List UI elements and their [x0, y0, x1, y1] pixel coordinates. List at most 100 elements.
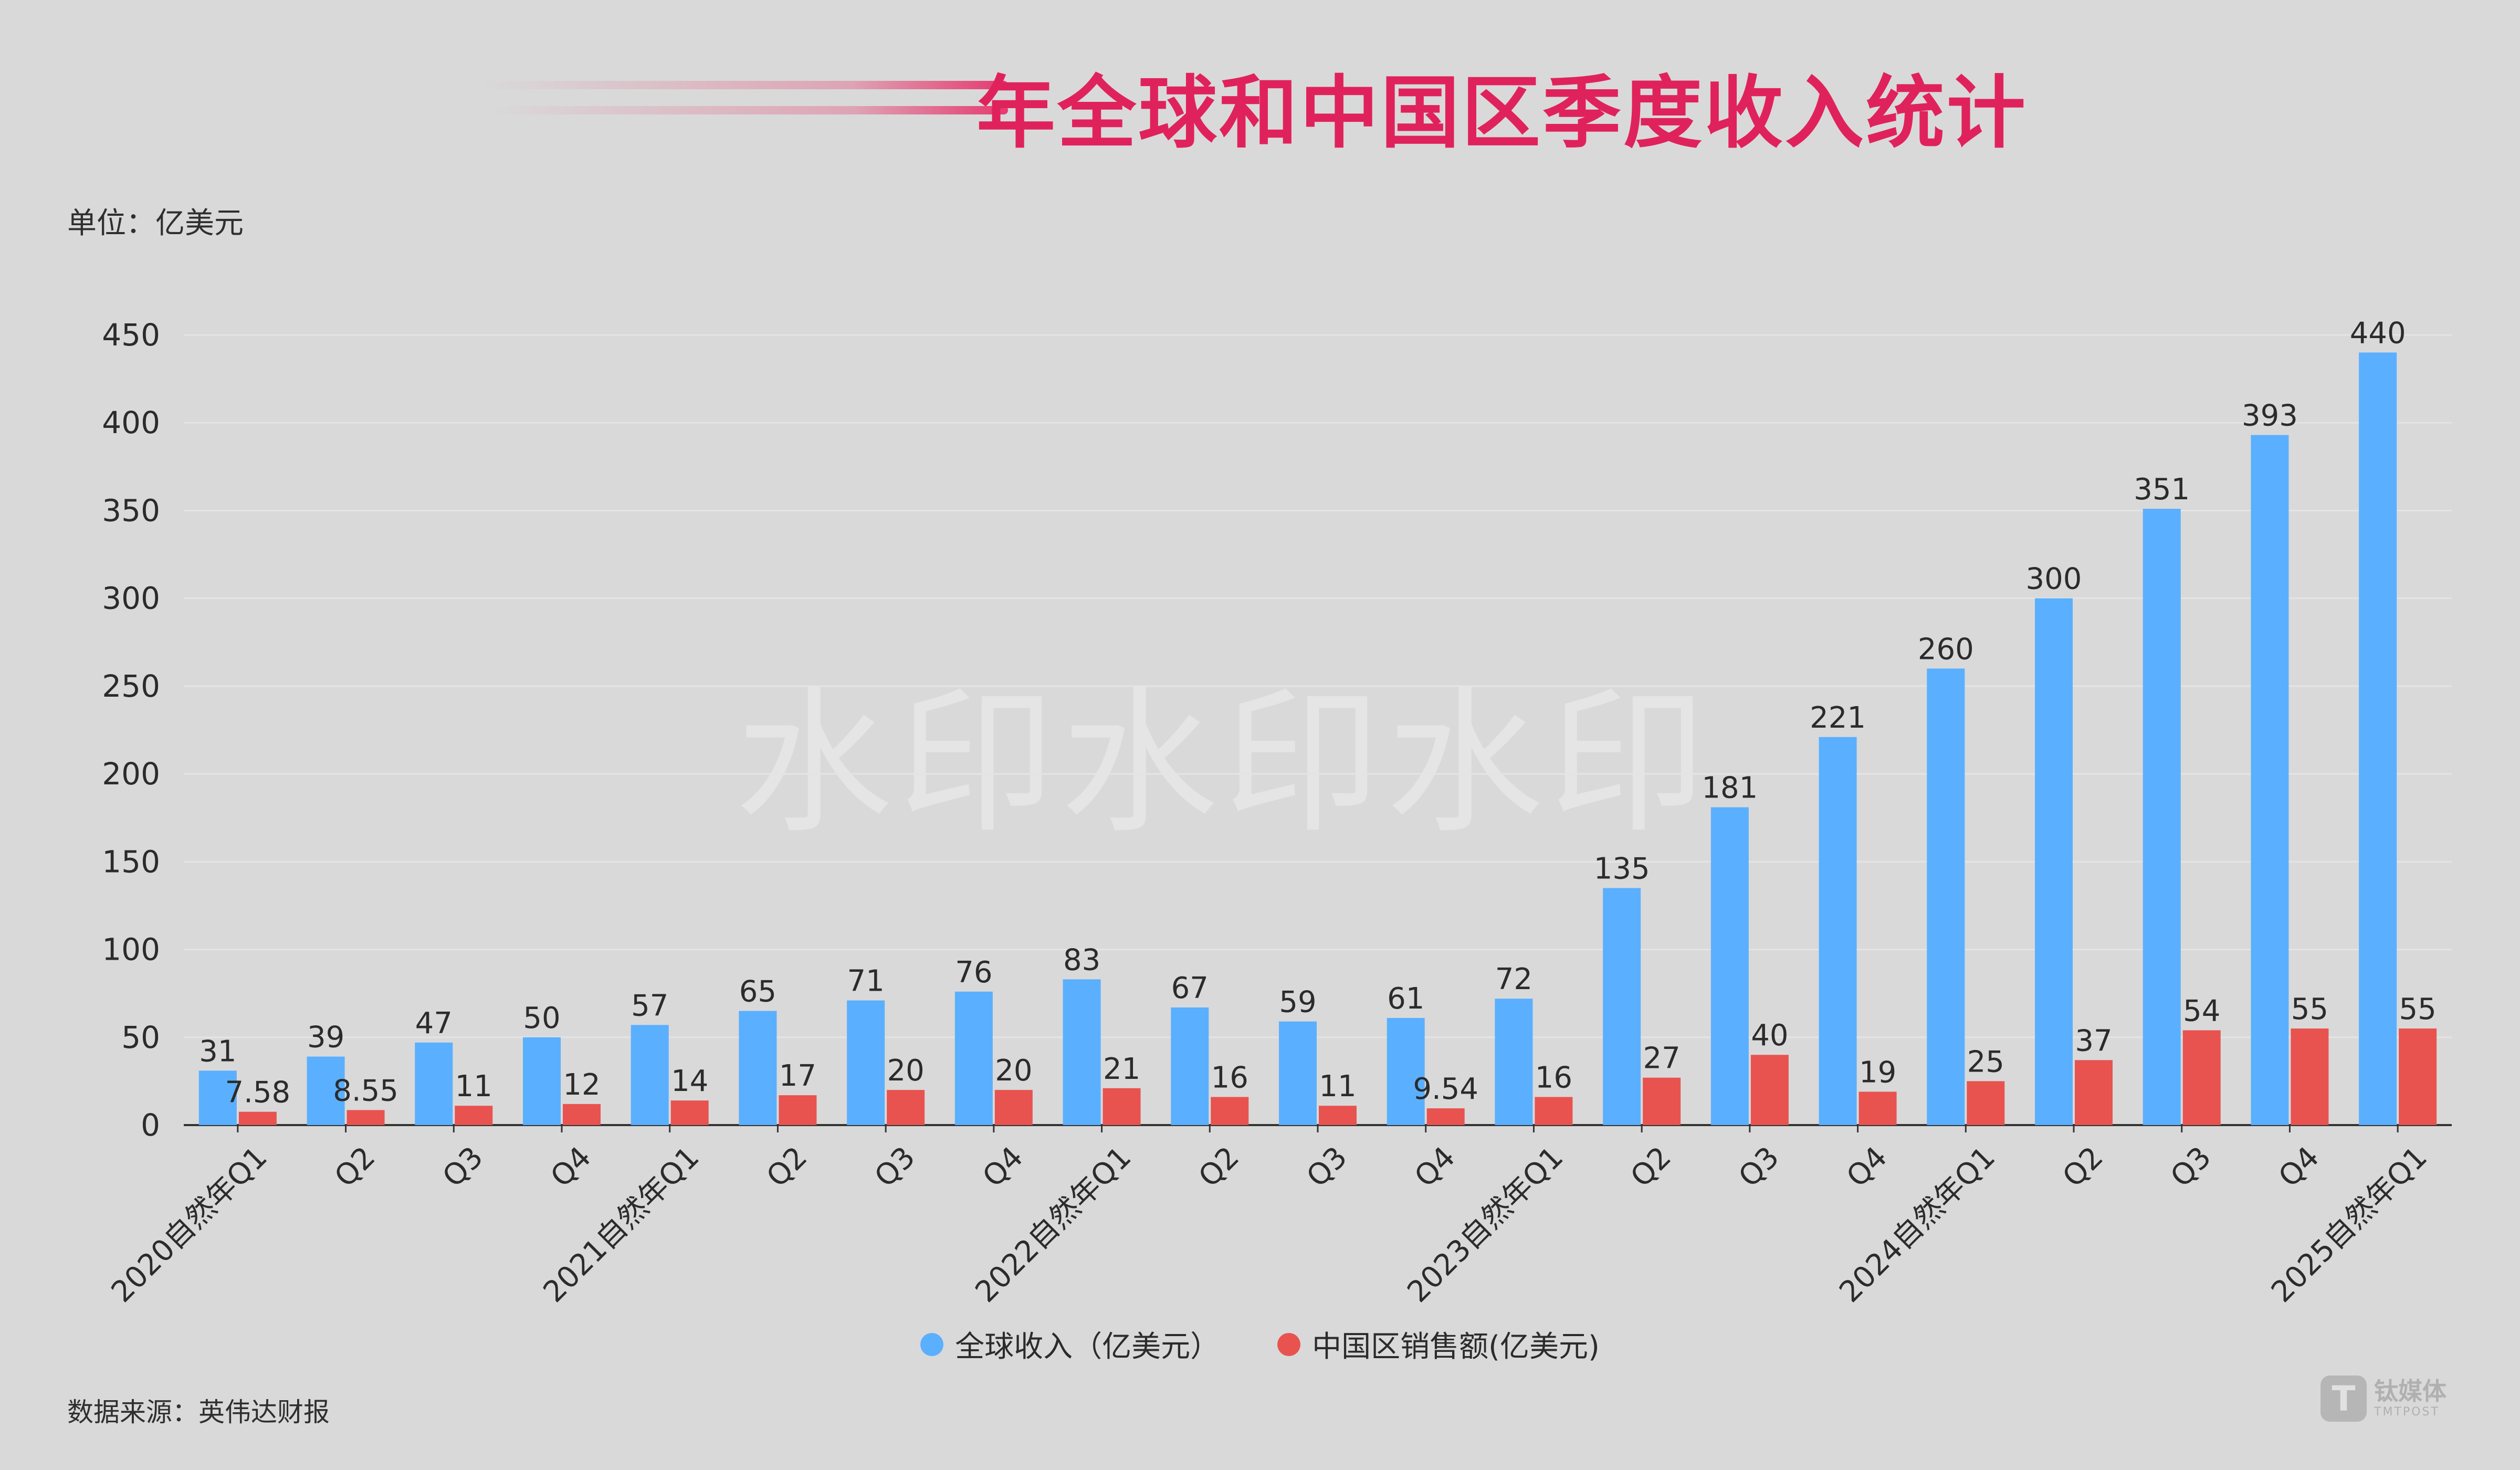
bar-china [346, 1110, 385, 1125]
y-tick-label: 50 [121, 1020, 160, 1055]
data-label-china: 16 [1211, 1060, 1248, 1095]
y-tick-label: 200 [102, 756, 160, 792]
data-label-china: 14 [671, 1064, 708, 1098]
x-tick-label: Q2 [760, 1140, 814, 1194]
data-label-china: 17 [779, 1059, 816, 1093]
tmtpost-logo: T 钛媒体 TMTPOST [2320, 1376, 2446, 1422]
x-tick-label: Q4 [976, 1140, 1030, 1194]
legend-swatch-china [1277, 1332, 1301, 1356]
data-label-china: 55 [2399, 992, 2437, 1026]
data-label-china: 20 [995, 1054, 1032, 1088]
bar-china [2182, 1030, 2221, 1125]
y-tick-label: 250 [102, 668, 160, 704]
data-label-global: 59 [1279, 985, 1316, 1020]
data-label-global: 31 [199, 1034, 236, 1068]
legend-item-china: 中国区销售额(亿美元) [1277, 1323, 1600, 1366]
data-label-global: 351 [2134, 472, 2190, 507]
bar-china [1750, 1055, 1789, 1125]
bar-global [954, 991, 993, 1125]
data-label-global: 39 [307, 1021, 344, 1055]
legend-item-global: 全球收入（亿美元） [920, 1323, 1220, 1366]
y-tick-label: 0 [141, 1107, 160, 1143]
data-label-china: 7.58 [225, 1076, 291, 1110]
data-label-china: 21 [1103, 1052, 1140, 1086]
data-label-global: 300 [2026, 562, 2082, 596]
bar-china [670, 1100, 709, 1125]
x-tick-label: Q3 [2164, 1140, 2218, 1194]
bar-global [2143, 509, 2181, 1125]
data-label-china: 20 [887, 1054, 925, 1088]
bar-global [1495, 999, 1533, 1125]
bar-global [1710, 807, 1749, 1125]
data-label-china: 19 [1859, 1055, 1896, 1089]
data-label-global: 260 [1918, 632, 1974, 666]
x-tick-label: Q4 [544, 1140, 597, 1194]
logo-mark-icon: T [2320, 1376, 2367, 1422]
data-label-global: 83 [1063, 943, 1100, 977]
bar-china [1426, 1108, 1465, 1125]
unit-label: 单位：亿美元 [67, 206, 244, 240]
logo-text: 钛媒体 TMTPOST [2374, 1379, 2446, 1418]
data-label-global: 65 [739, 975, 776, 1009]
bar-global [2359, 352, 2397, 1125]
x-tick-label: Q3 [1732, 1140, 1786, 1194]
bar-global [2035, 598, 2073, 1125]
bar-china [1967, 1081, 2005, 1125]
data-label-global: 393 [2242, 399, 2298, 433]
x-tick-label: Q2 [328, 1140, 382, 1194]
bar-china [563, 1104, 601, 1125]
data-label-china: 55 [2291, 992, 2328, 1026]
bar-global [739, 1011, 777, 1125]
data-label-china: 25 [1967, 1045, 2004, 1079]
data-label-china: 12 [563, 1068, 600, 1102]
data-label-china: 16 [1535, 1060, 1572, 1095]
x-tick-label: Q2 [1624, 1140, 1678, 1194]
bar-global [1387, 1017, 1425, 1125]
y-tick-label: 150 [102, 844, 160, 879]
legend: 全球收入（亿美元） 中国区销售额(亿美元) [0, 1323, 2520, 1366]
bar-china [1643, 1077, 1681, 1125]
y-tick-label: 100 [102, 932, 160, 968]
bar-global [847, 1000, 885, 1125]
bar-global [523, 1037, 561, 1125]
x-tick-label: Q3 [436, 1140, 490, 1194]
x-tick-label: Q2 [2056, 1140, 2109, 1194]
bar-global [631, 1025, 669, 1125]
x-tick-label: 2020自然年Q1 [105, 1140, 274, 1309]
title-decoration-line [483, 81, 1008, 89]
bar-global [198, 1070, 237, 1125]
data-label-global: 67 [1171, 971, 1209, 1005]
bar-china [2291, 1028, 2329, 1125]
bar-china [1319, 1106, 1357, 1125]
bar-china [1102, 1088, 1141, 1125]
bar-china [994, 1090, 1033, 1125]
data-label-china: 27 [1643, 1042, 1681, 1076]
logo-text-cn: 钛媒体 [2374, 1377, 2446, 1405]
x-tick-label: Q4 [2272, 1140, 2326, 1194]
data-label-global: 135 [1594, 852, 1650, 886]
x-tick-label: Q2 [1192, 1140, 1246, 1194]
bar-china [1211, 1097, 1249, 1125]
logo-text-en: TMTPOST [2374, 1405, 2440, 1419]
data-label-global: 72 [1495, 962, 1532, 996]
legend-swatch-global [920, 1332, 944, 1356]
data-label-china: 37 [2075, 1024, 2112, 1058]
data-label-china: 54 [2183, 994, 2220, 1028]
data-label-global: 47 [415, 1006, 453, 1041]
y-tick-label: 300 [102, 581, 160, 616]
data-label-global: 71 [847, 964, 885, 999]
data-label-global: 440 [2350, 316, 2406, 350]
bar-global [1603, 888, 1641, 1125]
data-label-china: 8.55 [333, 1074, 398, 1108]
bar-global [415, 1042, 453, 1125]
y-tick-label: 450 [102, 317, 160, 353]
y-tick-label: 350 [102, 492, 160, 528]
bar-global [2251, 435, 2289, 1126]
source-label: 数据来源：英伟达财报 [67, 1397, 330, 1427]
data-label-china: 40 [1751, 1018, 1788, 1053]
bar-global [1171, 1007, 1209, 1125]
bar-global [1279, 1021, 1317, 1125]
title-area: 年全球和中国区季度收入统计 [0, 42, 2520, 159]
x-tick-label: Q3 [868, 1140, 922, 1194]
